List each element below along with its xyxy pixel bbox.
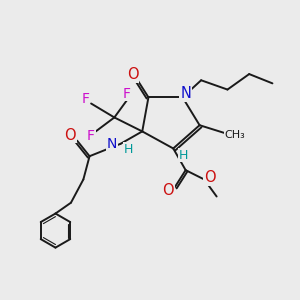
- Text: CH₃: CH₃: [225, 130, 246, 140]
- Text: N: N: [180, 86, 191, 101]
- Text: N: N: [106, 137, 117, 151]
- Text: O: O: [127, 67, 139, 82]
- Text: H: H: [124, 143, 133, 156]
- Text: O: O: [204, 170, 216, 185]
- Text: O: O: [64, 128, 76, 142]
- Text: F: F: [123, 87, 131, 100]
- Text: H: H: [179, 149, 188, 162]
- Text: F: F: [82, 92, 89, 106]
- Text: F: F: [87, 129, 95, 143]
- Text: O: O: [162, 183, 174, 198]
